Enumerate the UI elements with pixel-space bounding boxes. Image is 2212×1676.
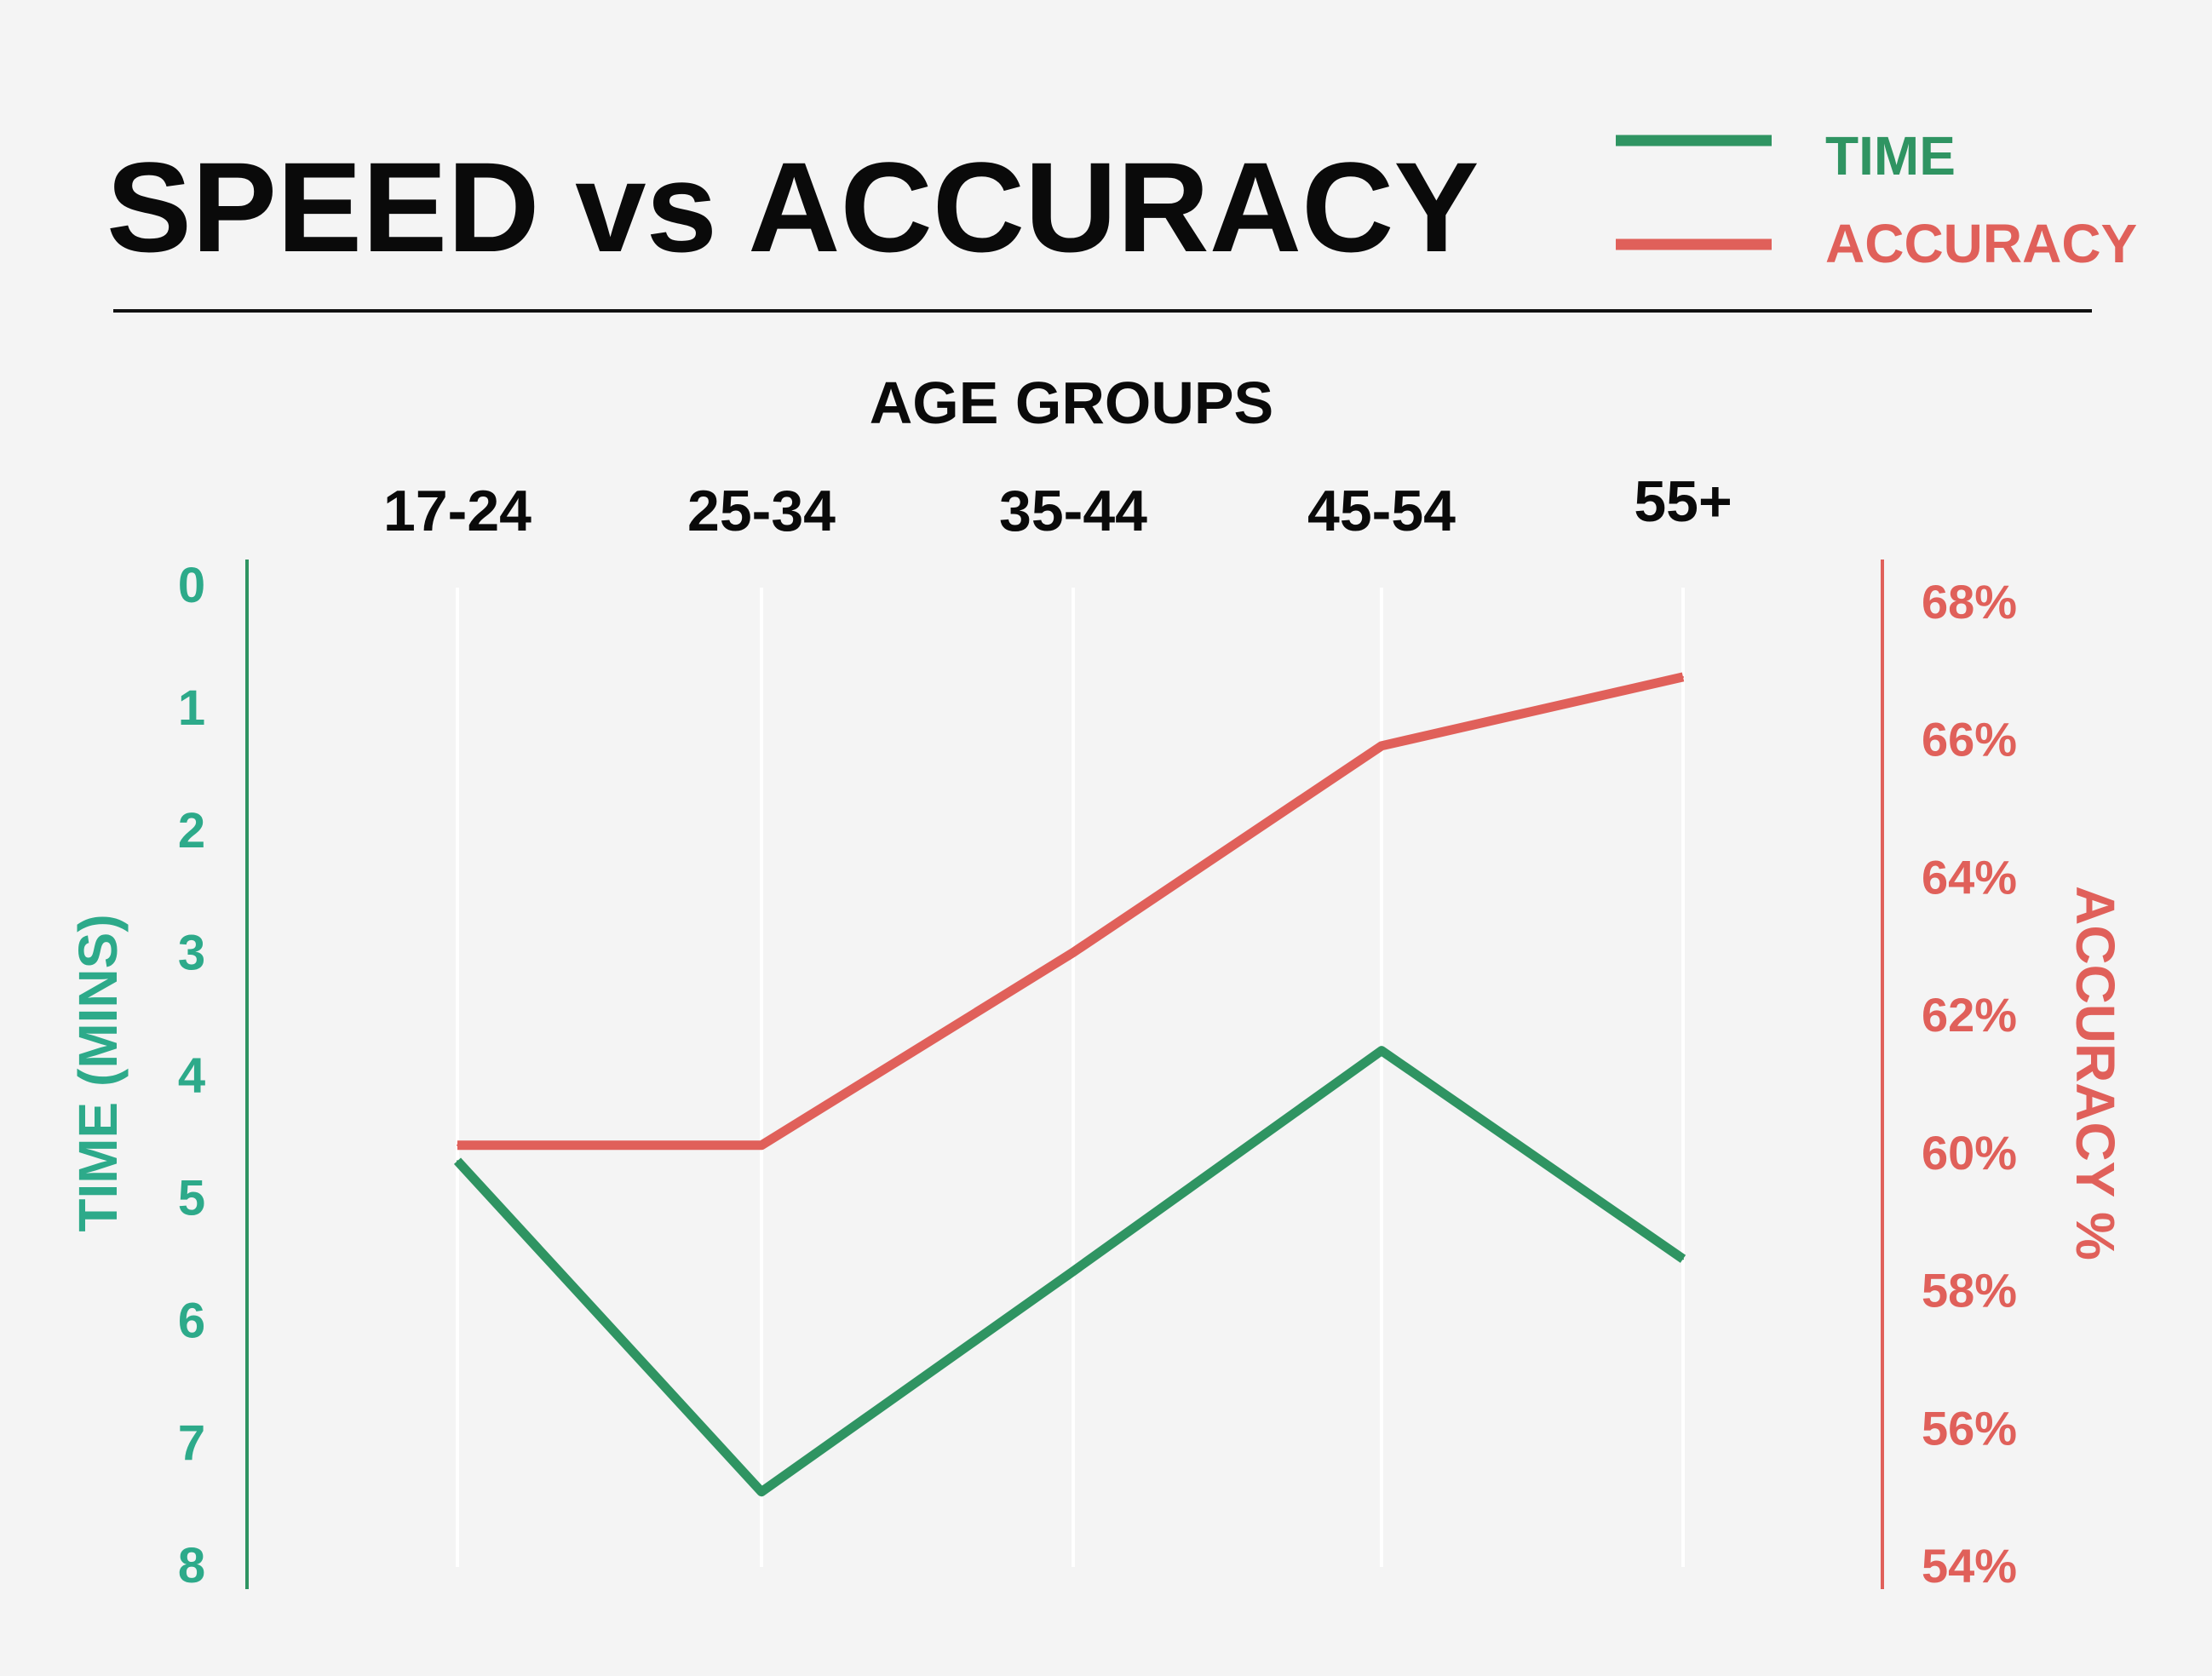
category-label: 25-34 bbox=[687, 479, 836, 543]
data-point-time bbox=[761, 1490, 762, 1493]
data-point-time bbox=[1682, 1258, 1684, 1260]
left-tick-label: 5 bbox=[178, 1170, 205, 1225]
left-tick-label: 0 bbox=[178, 558, 205, 613]
category-label: 45-54 bbox=[1307, 479, 1456, 543]
right-tick-label: 62% bbox=[1922, 988, 2017, 1042]
right-tick-label: 54% bbox=[1922, 1539, 2017, 1593]
right-axis-title: ACCURACY % bbox=[2065, 886, 2126, 1260]
left-tick-label: 4 bbox=[178, 1048, 205, 1104]
left-tick-label: 8 bbox=[178, 1538, 205, 1593]
data-point-time bbox=[1381, 1049, 1382, 1052]
left-tick-label: 3 bbox=[178, 926, 205, 981]
right-tick-label: 60% bbox=[1922, 1126, 2017, 1180]
data-point-time bbox=[457, 1160, 458, 1162]
data-point-accuracy bbox=[457, 1144, 458, 1146]
category-label: 17-24 bbox=[383, 479, 531, 543]
category-label: 35-44 bbox=[999, 479, 1147, 543]
right-tick-label: 68% bbox=[1922, 575, 2017, 628]
data-point-accuracy bbox=[1072, 951, 1074, 954]
right-tick-label: 56% bbox=[1922, 1401, 2017, 1455]
left-tick-label: 2 bbox=[178, 803, 205, 858]
series-line-time bbox=[453, 1046, 1686, 1497]
data-point-accuracy bbox=[1381, 744, 1382, 747]
left-axis-title: TIME (MINS) bbox=[67, 914, 129, 1231]
right-tick-label: 58% bbox=[1922, 1264, 2017, 1317]
series-line-accuracy bbox=[457, 672, 1685, 1151]
legend-label-time: TIME bbox=[1825, 125, 1956, 187]
right-tick-label: 66% bbox=[1922, 713, 2017, 766]
x-axis-title: AGE GROUPS bbox=[870, 370, 1274, 436]
left-tick-label: 1 bbox=[178, 680, 205, 736]
category-label: 55+ bbox=[1634, 469, 1732, 534]
left-tick-label: 6 bbox=[178, 1293, 205, 1348]
legend-label-accuracy: ACCURACY bbox=[1825, 213, 2137, 274]
right-tick-label: 64% bbox=[1922, 850, 2017, 904]
data-point-accuracy bbox=[1682, 675, 1684, 678]
chart-title: SPEED vs ACCURACY bbox=[106, 135, 1479, 278]
data-point-time bbox=[1072, 1270, 1074, 1272]
legend: TIME ACCURACY bbox=[1616, 125, 2137, 274]
left-tick-label: 7 bbox=[178, 1415, 205, 1471]
data-point-accuracy bbox=[761, 1144, 762, 1146]
